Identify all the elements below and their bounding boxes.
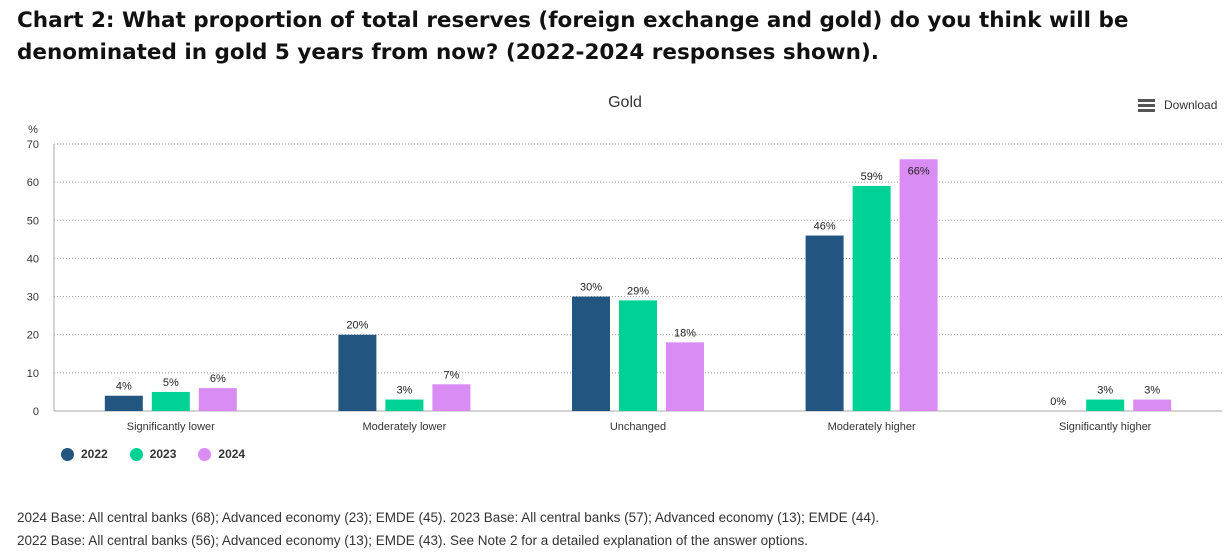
bar-2022-2	[338, 334, 377, 411]
chart-heading-line-2: denominated in gold 5 years from now? (2…	[17, 40, 879, 65]
y-tick-label: 40	[27, 253, 39, 265]
base-note-line-1: 2024 Base: All central banks (68); Advan…	[17, 510, 880, 525]
x-tick-label: Significantly lower	[127, 421, 215, 433]
y-tick-label: 70	[27, 139, 39, 151]
base-note-line-2: 2022 Base: All central banks (56); Advan…	[17, 533, 808, 548]
data-label-2022-1: 4%	[116, 381, 132, 393]
chart-title: Gold	[608, 94, 642, 111]
x-tick-label: Significantly higher	[1059, 421, 1152, 433]
data-label-2022-4: 46%	[814, 221, 836, 233]
base-note: 2024 Base: All central banks (68); Advan…	[17, 506, 1217, 552]
data-label-2023-2: 3%	[396, 385, 412, 397]
bar-2023-4	[852, 185, 891, 411]
legend-item-2024[interactable]: 2024	[198, 447, 245, 461]
data-label-2023-5: 3%	[1097, 385, 1113, 397]
y-tick-label: 50	[27, 215, 39, 227]
bar-2024-4	[899, 159, 938, 411]
bar-2024-5	[1133, 399, 1172, 411]
y-tick-label: 0	[33, 406, 39, 418]
x-tick-label: Moderately lower	[363, 421, 447, 433]
bar-2022-1	[104, 395, 143, 411]
bar-2024-2	[432, 384, 471, 411]
chart-legend: 2022 2023 2024	[61, 447, 267, 461]
y-tick-label: 30	[27, 292, 39, 304]
legend-marker-2024	[198, 447, 212, 461]
bar-2023-5	[1086, 399, 1125, 411]
data-label-2024-4: 66%	[908, 165, 930, 177]
data-label-2022-3: 30%	[580, 282, 602, 294]
bar-2023-2	[385, 399, 424, 411]
legend-item-2023[interactable]: 2023	[129, 447, 177, 461]
bar-2023-3	[619, 300, 657, 411]
legend-label-2024: 2024	[218, 447, 246, 461]
legend-item-2022[interactable]: 2022	[61, 447, 108, 461]
y-tick-label: 20	[27, 330, 39, 342]
hamburger-menu-icon	[1138, 99, 1155, 112]
chart-heading: Chart 2: What proportion of total reserv…	[17, 5, 1217, 69]
download-button[interactable]: Download	[1138, 96, 1217, 114]
legend-marker-2023	[129, 447, 143, 461]
y-axis-label: %	[28, 124, 38, 136]
legend-marker-2022	[61, 447, 74, 461]
bar-2024-3	[666, 342, 704, 411]
bar-2023-1	[151, 391, 190, 411]
bar-chart: Gold% 0 10 20 30 40 50 60 70 4% 5% 6% Significantly …	[27, 94, 1222, 433]
data-label-2023-1: 5%	[163, 377, 179, 389]
bar-2024-1	[198, 388, 237, 411]
x-tick-label: Unchanged	[610, 421, 666, 433]
chart-heading-line-1: Chart 2: What proportion of total reserv…	[17, 8, 1129, 33]
data-label-2023-3: 29%	[627, 285, 649, 297]
x-tick-label: Moderately higher	[828, 421, 916, 433]
legend-label-2022: 2022	[81, 447, 108, 461]
data-label-2022-2: 20%	[346, 320, 368, 332]
y-tick-label: 60	[27, 177, 39, 189]
data-label-2024-5: 3%	[1144, 385, 1160, 397]
bar-2022-4	[805, 235, 844, 411]
download-label: Download	[1164, 98, 1218, 112]
data-label-2024-2: 7%	[443, 369, 459, 381]
legend-label-2023: 2023	[149, 447, 177, 461]
data-label-2024-3: 18%	[674, 327, 696, 339]
y-tick-label: 10	[27, 368, 39, 380]
data-label-2022-5: 0%	[1050, 396, 1066, 408]
data-label-2024-1: 6%	[210, 373, 226, 385]
data-label-2023-4: 59%	[861, 171, 883, 183]
bar-2022-3	[572, 296, 610, 411]
